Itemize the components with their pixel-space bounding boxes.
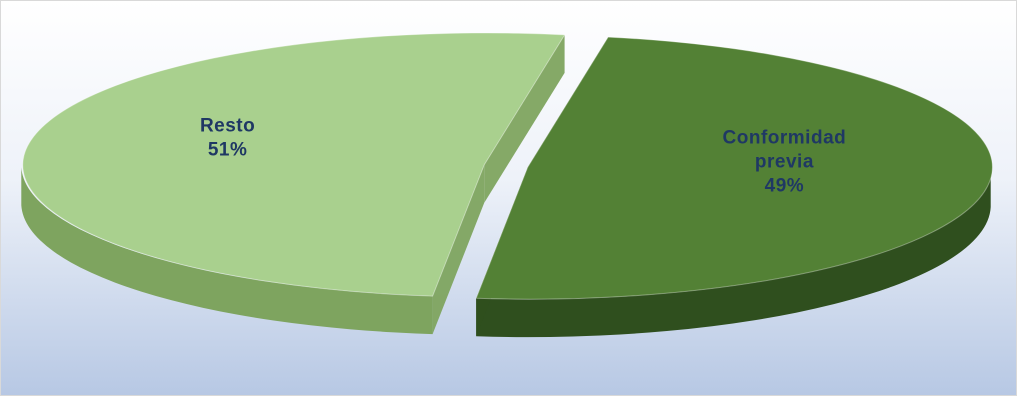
pie-slice-cutface-0-1 bbox=[484, 34, 565, 203]
pie-slice-conformidad-previa bbox=[475, 36, 993, 300]
pie-category-label: previa bbox=[755, 152, 814, 173]
pie-value-label: 49% bbox=[765, 176, 805, 197]
pie-slice-rim-1 bbox=[476, 169, 991, 338]
pie-slice-cutface-0-0 bbox=[432, 164, 485, 335]
pie-labels: Resto 51% Conformidad previa 49% bbox=[200, 115, 846, 196]
pie-label-0: Resto 51% bbox=[200, 115, 255, 160]
pie-slice-resto bbox=[22, 32, 566, 297]
pie-label-1: Conformidad previa 49% bbox=[723, 128, 847, 197]
pie-value-label: 51% bbox=[208, 139, 248, 160]
pie-slices bbox=[22, 32, 993, 300]
pie-category-label: Conformidad bbox=[723, 128, 847, 149]
pie-category-label: Resto bbox=[200, 115, 255, 136]
pie-slice-side-0 bbox=[21, 34, 565, 335]
pie-slice-rim-0 bbox=[21, 167, 433, 335]
